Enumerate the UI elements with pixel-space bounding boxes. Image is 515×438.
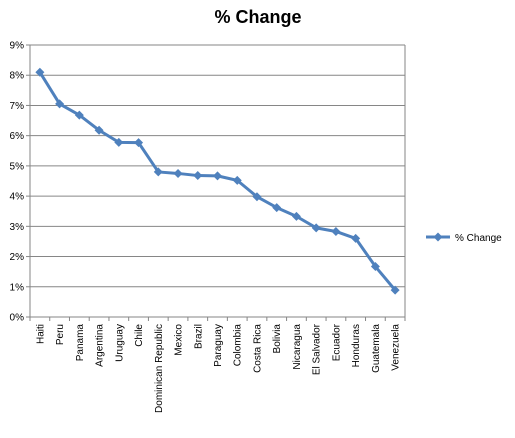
data-point-marker	[390, 285, 400, 295]
x-tick-label: Honduras	[351, 324, 362, 367]
x-tick-label: Haiti	[35, 324, 46, 344]
y-tick-label: 5%	[10, 161, 25, 172]
y-tick-label: 7%	[10, 101, 25, 112]
x-tick-label: Ecuador	[331, 323, 342, 361]
axes	[26, 44, 406, 321]
x-tick-label: Venezuela	[391, 324, 402, 371]
data-point-marker	[272, 203, 282, 213]
x-tick-label: Panama	[75, 324, 86, 362]
gridlines	[30, 44, 406, 317]
data-point-marker	[114, 137, 124, 147]
y-axis-tick-labels: 0% 1% 2% 3% 4% 5% 6% 7% 8% 9%	[10, 41, 25, 324]
y-tick-label: 3%	[10, 222, 25, 233]
x-tick-label: Mexico	[174, 324, 185, 356]
series-line	[38, 71, 397, 292]
x-tick-label: Chile	[134, 324, 145, 347]
x-tick-label: Brazil	[193, 324, 204, 349]
y-tick-label: 8%	[10, 71, 25, 82]
data-point-marker	[35, 67, 45, 77]
x-tick-label: Paraguay	[213, 324, 224, 367]
data-point-marker	[74, 110, 84, 120]
x-tick-label: Argentina	[95, 324, 106, 367]
x-tick-label: Colombia	[233, 324, 244, 367]
data-point-marker	[173, 168, 183, 178]
y-tick-label: 4%	[10, 192, 25, 203]
data-point-marker	[291, 211, 301, 221]
y-tick-label: 0%	[10, 313, 25, 324]
x-tick-label: Costa Rica	[252, 324, 263, 373]
data-point-marker	[331, 226, 341, 236]
data-point-marker	[134, 138, 144, 148]
y-tick-label: 2%	[10, 252, 25, 263]
x-tick-label: Bolivia	[272, 324, 283, 354]
x-tick-label: Guatemala	[371, 324, 382, 373]
data-point-marker	[232, 175, 242, 185]
x-tick-label: Peru	[55, 324, 66, 345]
data-point-marker	[370, 262, 380, 272]
x-tick-label: Dominican Republic	[154, 324, 165, 413]
y-tick-label: 6%	[10, 131, 25, 142]
data-point-marker	[252, 192, 262, 202]
x-axis-tick-labels: Haiti Peru Panama Argentina Uruguay Chile Domi…	[35, 323, 401, 413]
legend-marker-diamond	[433, 232, 443, 242]
legend: % Change	[426, 232, 502, 244]
y-tick-label: 1%	[10, 282, 25, 293]
chart-title: % Change	[214, 7, 301, 27]
x-tick-label: Nicaragua	[292, 324, 303, 370]
x-tick-label: El Salvador	[312, 323, 323, 375]
data-point-marker	[55, 99, 65, 109]
data-point-marker	[193, 171, 203, 181]
data-point-marker	[351, 233, 361, 243]
data-point-marker	[311, 223, 321, 233]
x-tick-label: Uruguay	[114, 324, 125, 362]
legend-entry-label: % Change	[455, 233, 502, 244]
y-tick-label: 9%	[10, 41, 25, 52]
data-point-marker	[94, 125, 104, 135]
series-layer	[35, 67, 400, 295]
data-point-marker	[153, 167, 163, 177]
data-point-marker	[213, 171, 222, 181]
